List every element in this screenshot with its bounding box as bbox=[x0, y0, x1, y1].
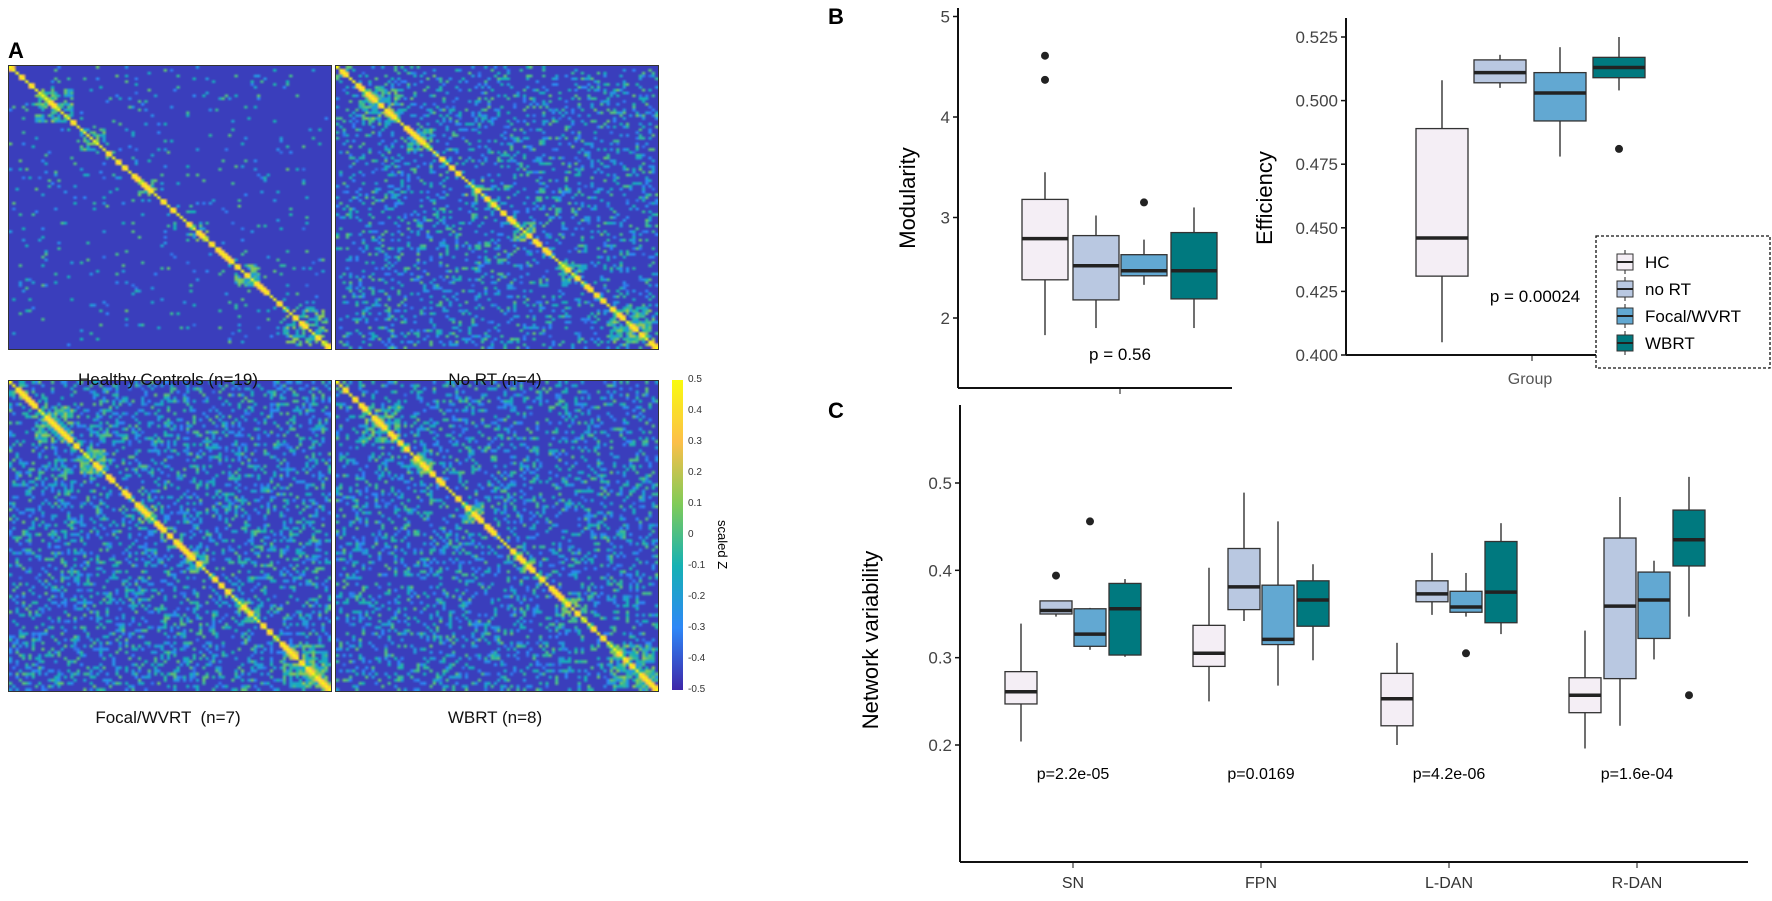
colorbar-tick: 0.2 bbox=[688, 467, 702, 478]
y-tick-label: 0.450 bbox=[1295, 219, 1338, 238]
y-tick-label: 0.4 bbox=[928, 561, 952, 580]
y-tick-label: 0.2 bbox=[928, 736, 952, 755]
colorbar-tick: -0.1 bbox=[688, 560, 706, 571]
y-axis-title: Network variability bbox=[858, 551, 883, 730]
heatmap-no-rt bbox=[335, 65, 659, 350]
y-tick-label: 3 bbox=[941, 209, 950, 228]
panel-b-label: B bbox=[828, 4, 844, 29]
colorbar-tick: 0.4 bbox=[688, 405, 702, 416]
box-outlier bbox=[1041, 75, 1049, 84]
y-tick-label: 4 bbox=[941, 108, 950, 127]
panel-a-label: A bbox=[8, 38, 24, 63]
y-tick-label: 2 bbox=[941, 309, 950, 328]
y-tick-label: 5 bbox=[941, 8, 950, 27]
colorbar-tick: -0.2 bbox=[688, 591, 706, 602]
y-tick-label: 0.400 bbox=[1295, 346, 1338, 365]
p-value-label: p = 0.00024 bbox=[1490, 287, 1580, 306]
legend-item: Focal/WVRT bbox=[1645, 307, 1741, 326]
box-focal-wvrt bbox=[1637, 571, 1671, 640]
box-hc bbox=[1004, 670, 1038, 705]
box-focal-wvrt bbox=[1533, 71, 1587, 122]
heatmap-wbrt bbox=[335, 380, 659, 692]
p-value-label: p=2.2e-05 bbox=[1037, 766, 1110, 783]
box-wbrt bbox=[1170, 231, 1218, 300]
heatmap-caption: WBRT (n=8) bbox=[447, 708, 543, 727]
colorbar bbox=[672, 380, 683, 690]
colorbar-tick: -0.5 bbox=[688, 684, 706, 695]
box-focal-wvrt bbox=[1073, 608, 1107, 647]
x-axis-title: Group bbox=[1508, 371, 1553, 388]
y-axis-title: Efficiency bbox=[1252, 151, 1277, 245]
heatmap-caption: No RT (n=4) bbox=[448, 370, 542, 389]
p-value-label: p = 0.56 bbox=[1089, 345, 1151, 364]
box-outlier bbox=[1685, 691, 1693, 700]
heatmap-caption: Healthy Controls (n=19) bbox=[77, 370, 258, 389]
x-tick-label: R-DAN bbox=[1612, 875, 1663, 892]
p-value-label: p=0.0169 bbox=[1227, 766, 1294, 783]
box-no-rt bbox=[1227, 547, 1261, 611]
colorbar-tick: 0.3 bbox=[688, 436, 702, 447]
x-tick-label: L-DAN bbox=[1425, 875, 1473, 892]
p-value-label: p=4.2e-06 bbox=[1413, 766, 1486, 783]
legend-item: HC bbox=[1645, 253, 1670, 272]
y-tick-label: 0.525 bbox=[1295, 28, 1338, 47]
box-outlier bbox=[1086, 517, 1094, 526]
box-wbrt bbox=[1108, 582, 1142, 656]
box-outlier bbox=[1462, 649, 1470, 658]
box-focal-wvrt bbox=[1449, 590, 1483, 613]
y-tick-label: 0.5 bbox=[928, 474, 952, 493]
box-no-rt bbox=[1415, 580, 1449, 603]
heatmap-focal-wvrt bbox=[8, 380, 332, 692]
box-outlier bbox=[1052, 571, 1060, 580]
heatmap-healthy-controls bbox=[8, 65, 332, 350]
x-tick-label: FPN bbox=[1245, 875, 1277, 892]
colorbar-tick: -0.4 bbox=[688, 653, 706, 664]
y-tick-label: 0.425 bbox=[1295, 282, 1338, 301]
panel-c-label: C bbox=[828, 398, 844, 423]
y-tick-label: 0.475 bbox=[1295, 155, 1338, 174]
y-tick-label: 0.3 bbox=[928, 649, 952, 668]
heatmap-caption: Focal/WVRT (n=7) bbox=[95, 708, 241, 727]
box-wbrt bbox=[1296, 580, 1330, 627]
legend-item: no RT bbox=[1645, 280, 1691, 299]
box-hc bbox=[1192, 624, 1226, 668]
box-outlier bbox=[1041, 51, 1049, 60]
colorbar-tick: 0 bbox=[688, 529, 694, 540]
box-no-rt bbox=[1072, 234, 1120, 301]
box-hc bbox=[1415, 127, 1469, 277]
box-wbrt bbox=[1484, 540, 1518, 624]
box-no-rt bbox=[1603, 537, 1637, 680]
p-value-label: p=1.6e-04 bbox=[1601, 766, 1674, 783]
colorbar-tick: -0.3 bbox=[688, 622, 706, 633]
y-axis-title: Modularity bbox=[895, 147, 920, 248]
box-outlier bbox=[1140, 198, 1148, 207]
colorbar-tick: 0.1 bbox=[688, 498, 702, 509]
box-focal-wvrt bbox=[1120, 254, 1168, 277]
x-tick-label: SN bbox=[1062, 875, 1084, 892]
box-outlier bbox=[1615, 144, 1623, 153]
legend-item: WBRT bbox=[1645, 334, 1695, 353]
y-tick-label: 0.500 bbox=[1295, 92, 1338, 111]
box-focal-wvrt bbox=[1261, 584, 1295, 646]
colorbar-tick: 0.5 bbox=[688, 374, 702, 385]
